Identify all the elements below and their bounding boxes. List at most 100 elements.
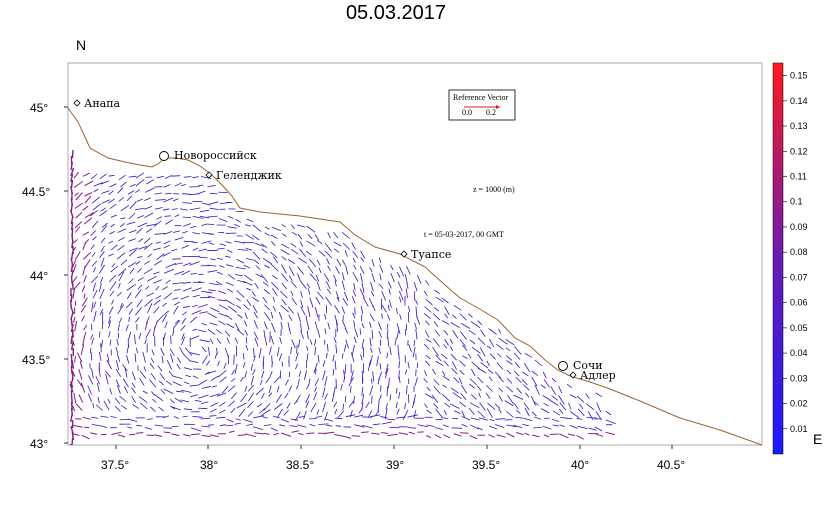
- current-vector: [216, 338, 222, 344]
- current-vector: [559, 402, 567, 411]
- current-vector: [72, 264, 77, 273]
- current-vector: [327, 265, 331, 272]
- current-vector: [351, 344, 355, 356]
- current-vector: [297, 424, 307, 428]
- current-vector: [372, 305, 376, 312]
- current-vector: [386, 386, 388, 397]
- current-vector: [210, 258, 216, 261]
- current-vector: [252, 224, 262, 232]
- current-vector: [180, 184, 187, 186]
- current-vector: [70, 167, 75, 177]
- current-vector: [416, 274, 422, 284]
- current-vector: [318, 250, 326, 257]
- current-vector: [118, 271, 125, 282]
- current-vector: [136, 299, 143, 308]
- current-vector: [236, 259, 245, 264]
- current-vector: [245, 247, 253, 251]
- current-vector: [128, 331, 132, 340]
- current-vector: [224, 299, 235, 306]
- current-vector: [145, 316, 150, 324]
- current-vector: [514, 361, 520, 369]
- current-vector: [306, 330, 309, 340]
- current-vector: [370, 291, 375, 297]
- current-vector: [116, 360, 119, 370]
- current-vector: [524, 353, 532, 358]
- current-vector: [181, 231, 188, 234]
- current-vector: [101, 190, 110, 194]
- current-vector: [219, 409, 226, 414]
- current-vector: [144, 206, 153, 210]
- current-vector: [183, 408, 193, 411]
- current-vector: [523, 417, 533, 421]
- current-vector: [127, 261, 137, 268]
- city-tuapse: Туапсе: [400, 248, 451, 261]
- current-vector: [369, 385, 374, 396]
- current-vector: [560, 417, 568, 419]
- current-vector: [189, 261, 200, 266]
- current-vector: [453, 433, 462, 437]
- current-vector: [344, 250, 348, 257]
- current-vector: [253, 259, 260, 265]
- current-vector: [137, 222, 148, 228]
- current-vector: [261, 392, 265, 400]
- current-vector: [407, 362, 410, 369]
- current-vector: [263, 403, 271, 411]
- current-vector: [567, 433, 576, 436]
- current-vector: [541, 408, 550, 414]
- current-vector: [372, 371, 375, 382]
- current-vector: [207, 270, 218, 273]
- current-vector: [398, 376, 401, 384]
- current-vector: [505, 338, 515, 346]
- current-vector: [550, 386, 557, 395]
- current-vector: [201, 323, 208, 326]
- current-vector: [313, 392, 318, 401]
- current-vector: [218, 320, 226, 326]
- current-vector: [324, 242, 332, 252]
- current-vector: [152, 398, 157, 403]
- current-vector: [227, 226, 237, 229]
- current-vector: [118, 434, 126, 438]
- current-vector: [146, 228, 153, 233]
- current-vector: [477, 353, 484, 362]
- current-vector: [255, 265, 261, 270]
- current-vector: [109, 183, 117, 188]
- current-vector: [135, 207, 145, 211]
- current-vector: [435, 360, 444, 367]
- current-vector: [496, 362, 504, 370]
- current-vector: [128, 418, 138, 422]
- current-vector: [84, 426, 90, 429]
- current-vector: [334, 314, 338, 326]
- current-vector: [252, 305, 258, 314]
- current-vector: [97, 383, 100, 393]
- current-vector: [273, 415, 280, 419]
- current-vector: [72, 288, 76, 299]
- current-vector: [118, 237, 125, 242]
- current-vector: [281, 224, 287, 228]
- current-vector: [137, 256, 143, 259]
- current-vector: [304, 370, 308, 380]
- current-vector: [173, 416, 179, 419]
- current-vector: [163, 431, 171, 434]
- x-tick-38: 38°: [200, 458, 218, 472]
- current-vector: [128, 316, 130, 323]
- north-axis-label: N: [76, 37, 86, 53]
- current-vector: [192, 176, 199, 179]
- current-vector: [208, 242, 215, 245]
- current-vector: [226, 337, 230, 344]
- current-vector: [245, 224, 252, 227]
- current-vector: [290, 280, 297, 288]
- colorbar-tick-label: 0.15: [790, 71, 808, 81]
- current-vector: [530, 395, 536, 406]
- current-vector: [288, 275, 293, 281]
- current-vector: [362, 297, 369, 307]
- current-vector: [108, 306, 114, 315]
- current-vector: [219, 376, 227, 383]
- current-vector: [360, 273, 363, 283]
- current-vector: [115, 379, 120, 388]
- current-vector: [317, 354, 320, 363]
- current-vector: [387, 433, 398, 437]
- current-vector: [378, 257, 382, 264]
- current-vector: [297, 432, 304, 436]
- current-vector: [264, 424, 272, 426]
- current-vector: [362, 416, 372, 418]
